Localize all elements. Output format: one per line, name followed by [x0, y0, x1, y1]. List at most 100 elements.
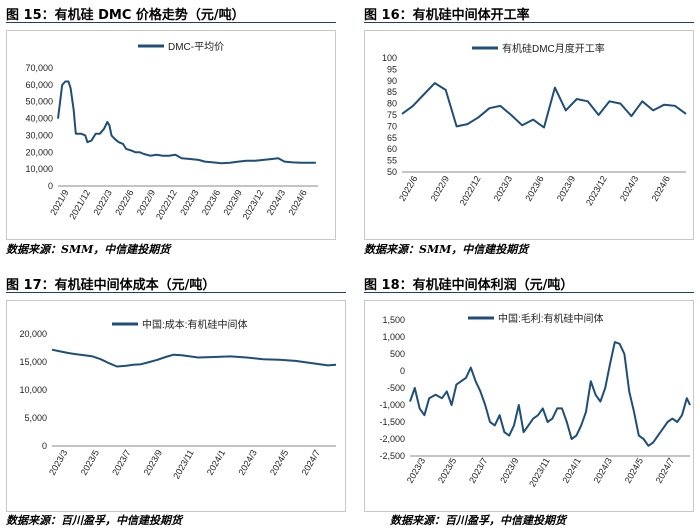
x-tick-label: 2024/3 — [236, 448, 258, 477]
y-tick-label: -1,500 — [379, 417, 405, 427]
x-tick-label: 2022/3 — [91, 188, 113, 217]
y-tick-label: 100 — [382, 53, 397, 63]
x-tick-label: 2024/1 — [560, 456, 582, 485]
legend-label: DMC-平均价 — [168, 41, 224, 53]
chart-cost: 中国:成本:有机硅中间体 0 5,000 10,000 15,000 20,000 2023… — [6, 300, 346, 512]
y-tick-label: 0 — [42, 441, 47, 451]
x-tick-label: 2024/7 — [300, 448, 322, 477]
y-tick-label: 65 — [387, 133, 397, 143]
series-line — [57, 80, 316, 165]
y-tick-label: -2,000 — [379, 434, 405, 444]
x-tick-label: 2023/3 — [47, 448, 69, 477]
source-note: 数据来源：SMM，中信建投期货 — [364, 243, 529, 256]
x-tick-label: 2023/3 — [492, 174, 514, 203]
x-tick-label: 2023/12 — [241, 188, 266, 221]
y-tick-label: 0 — [400, 366, 405, 376]
y-tick-label: 1,500 — [382, 315, 405, 325]
source-note: 数据来源：SMM，中信建投期货 — [6, 243, 171, 256]
y-tick-label: 80 — [387, 99, 397, 109]
title-rule — [364, 292, 694, 293]
x-tick-label: 2024/3 — [618, 174, 640, 203]
y-tick-label: 60 — [387, 144, 397, 154]
x-tick-label: 2023/3 — [405, 456, 427, 485]
y-tick-label: 20,000 — [25, 147, 53, 157]
title-rule — [6, 292, 346, 293]
x-tick-label: 2023/5 — [436, 456, 458, 485]
x-tick-label: 2023/6 — [523, 174, 545, 203]
x-tick-label: 2023/9 — [555, 174, 577, 203]
y-tick-label: 70,000 — [25, 63, 53, 73]
y-tick-label: 500 — [390, 349, 405, 359]
x-tick-label: 2023/7 — [467, 456, 489, 485]
y-tick-label: 1,000 — [382, 332, 405, 342]
chart-title: 图 17：有机硅中间体成本（元/吨） — [6, 278, 216, 293]
x-tick-label: 2023/9 — [498, 456, 520, 485]
chart-frame — [6, 30, 336, 240]
y-tick-label: 50 — [387, 167, 397, 177]
x-tick-label: 2024/5 — [623, 456, 645, 485]
x-tick-label: 2024/6 — [286, 188, 308, 217]
x-tick-label: 2023/5 — [79, 448, 101, 477]
x-tick-label: 2023/9 — [142, 448, 164, 477]
source-note: 数据来源：百川盈孚，中信建投期货 — [390, 514, 566, 527]
source-note: 数据来源：百川盈孚，中信建投期货 — [6, 514, 182, 527]
chart-profit: 中国:毛利:有机硅中间体 -2,500 -2,000 -1,500 -1,000 -500… — [364, 300, 694, 512]
y-tick-label: 15,000 — [19, 357, 47, 367]
panel-dmc-price: 图 15：有机硅 DMC 价格走势（元/吨） DMC-平均价 0 10,000 20,… — [6, 0, 336, 258]
x-tick-label: 2022/12 — [154, 188, 179, 221]
chart-title: 图 18：有机硅中间体利润（元/吨） — [364, 278, 574, 293]
y-tick-label: 0 — [48, 181, 53, 191]
legend-label: 有机硅DMC月度开工率 — [502, 42, 605, 55]
x-tick-label: 2023/6 — [200, 188, 222, 217]
y-tick-label: 90 — [387, 76, 397, 86]
y-tick-label: 30,000 — [25, 130, 53, 140]
x-tick-label: 2024/3 — [592, 456, 614, 485]
x-tick-label: 2024/3 — [265, 188, 287, 217]
legend-label: 中国:毛利:有机硅中间体 — [498, 312, 604, 325]
y-tick-label: 10,000 — [25, 164, 53, 174]
title-rule — [364, 22, 694, 23]
x-tick-label: 2023/12 — [584, 174, 609, 207]
y-tick-label: 60,000 — [25, 80, 53, 90]
series-line — [409, 341, 691, 447]
chart-title: 图 16：有机硅中间体开工率 — [364, 8, 530, 23]
y-tick-label: 5,000 — [24, 413, 47, 423]
x-tick-label: 2024/1 — [205, 448, 227, 477]
chart-frame — [6, 300, 346, 512]
y-tick-label: 70 — [387, 121, 397, 131]
chart-frame — [364, 30, 694, 240]
series-line — [51, 348, 337, 368]
y-tick-label: -500 — [387, 383, 405, 393]
y-tick-label: 95 — [387, 64, 397, 74]
y-tick-label: -1,000 — [379, 400, 405, 410]
x-tick-label: 2021/9 — [48, 188, 70, 217]
chart-frame — [364, 300, 694, 512]
y-tick-label: 85 — [387, 87, 397, 97]
x-tick-label: 2024/7 — [654, 456, 676, 485]
panel-profit: 图 18：有机硅中间体利润（元/吨） 中国:毛利:有机硅中间体 -2,500 -2,… — [364, 272, 694, 530]
x-tick-label: 2022/6 — [397, 174, 419, 203]
legend-label: 中国:成本:有机硅中间体 — [142, 318, 248, 331]
x-tick-label: 2022/6 — [113, 188, 135, 217]
x-tick-label: 2023/11 — [171, 448, 196, 481]
y-tick-label: 75 — [387, 110, 397, 120]
x-tick-label: 2022/9 — [429, 174, 451, 203]
y-tick-label: 50,000 — [25, 97, 53, 107]
x-tick-label: 2024/5 — [268, 448, 290, 477]
title-rule — [6, 22, 336, 23]
x-tick-label: 2023/3 — [178, 188, 200, 217]
series-line — [401, 82, 687, 129]
y-tick-label: -2,500 — [379, 451, 405, 461]
x-tick-label: 2023/9 — [221, 188, 243, 217]
x-tick-label: 2023/7 — [110, 448, 132, 477]
y-tick-label: 55 — [387, 156, 397, 166]
x-tick-label: 2023/11 — [527, 456, 552, 489]
y-tick-label: 20,000 — [19, 329, 47, 339]
x-tick-label: 2021/12 — [67, 188, 92, 221]
y-tick-label: 10,000 — [19, 385, 47, 395]
chart-dmc-price: DMC-平均价 0 10,000 20,000 30,000 40,000 50,000 60… — [6, 30, 336, 240]
x-tick-label: 2024/6 — [650, 174, 672, 203]
x-tick-label: 2022/9 — [135, 188, 157, 217]
panel-operating-rate: 图 16：有机硅中间体开工率 有机硅DMC月度开工率 50 55 60 65 70 75 80… — [364, 0, 694, 258]
